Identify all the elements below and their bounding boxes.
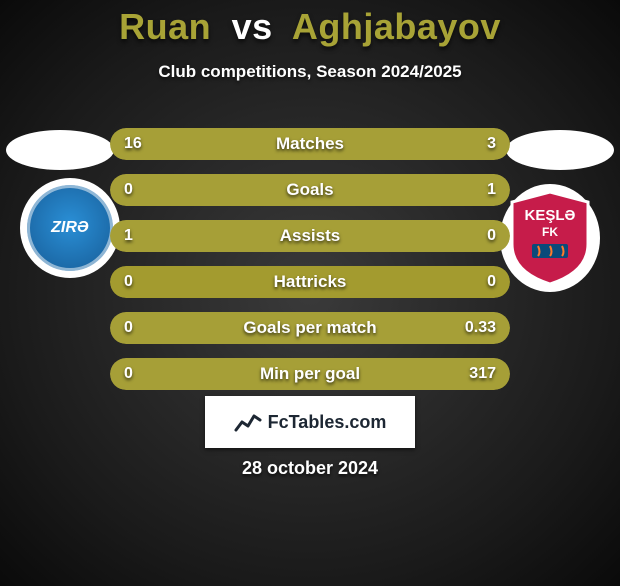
branding-badge: FcTables.com xyxy=(205,396,415,448)
branding-icon xyxy=(234,410,262,434)
stat-label: Matches xyxy=(110,128,510,160)
stat-row: 1Assists0 xyxy=(110,220,510,252)
kesla-badge: KEŞLƏ FK xyxy=(508,190,592,286)
subtitle: Club competitions, Season 2024/2025 xyxy=(0,62,620,82)
player2-name: Aghjabayov xyxy=(292,6,501,47)
club-left-name: ZIRƏ xyxy=(51,219,89,237)
stat-row: 0Hattricks0 xyxy=(110,266,510,298)
stat-row: 0Min per goal317 xyxy=(110,358,510,390)
stat-value-right: 317 xyxy=(469,358,496,390)
club-right-sub: FK xyxy=(542,225,558,239)
branding-text: FcTables.com xyxy=(268,412,387,433)
stat-value-right: 0 xyxy=(487,266,496,298)
stat-value-right: 0 xyxy=(487,220,496,252)
player1-name: Ruan xyxy=(119,6,211,47)
comparison-title: Ruan vs Aghjabayov xyxy=(0,6,620,48)
zire-badge: ZIRƏ xyxy=(27,185,113,271)
player2-avatar xyxy=(506,130,614,170)
date: 28 october 2024 xyxy=(0,458,620,479)
stat-row: 0Goals per match0.33 xyxy=(110,312,510,344)
club-badge-right: KEŞLƏ FK xyxy=(500,184,600,292)
stat-label: Assists xyxy=(110,220,510,252)
stat-value-right: 3 xyxy=(487,128,496,160)
stat-value-right: 1 xyxy=(487,174,496,206)
club-badge-left: ZIRƏ xyxy=(20,178,120,278)
stat-label: Hattricks xyxy=(110,266,510,298)
stat-label: Min per goal xyxy=(110,358,510,390)
stat-value-right: 0.33 xyxy=(465,312,496,344)
club-right-name: KEŞLƏ xyxy=(525,207,576,224)
player1-avatar xyxy=(6,130,114,170)
stat-label: Goals xyxy=(110,174,510,206)
stat-label: Goals per match xyxy=(110,312,510,344)
stat-row: 0Goals1 xyxy=(110,174,510,206)
stat-row: 16Matches3 xyxy=(110,128,510,160)
stats-rows: 16Matches30Goals11Assists00Hattricks00Go… xyxy=(110,128,510,390)
vs-text: vs xyxy=(232,6,273,47)
